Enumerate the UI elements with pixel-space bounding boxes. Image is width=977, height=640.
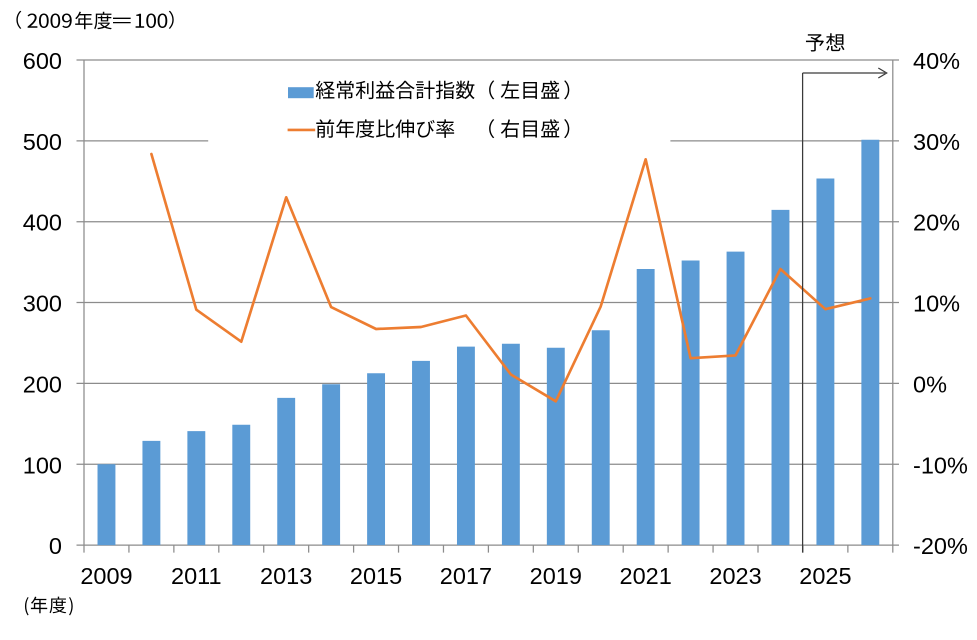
svg-text:2009: 2009 <box>80 563 132 589</box>
svg-text:2017: 2017 <box>440 563 492 589</box>
svg-text:2021: 2021 <box>620 563 672 589</box>
svg-text:2025: 2025 <box>799 563 851 589</box>
svg-text:40%: 40% <box>913 48 960 74</box>
svg-text:0: 0 <box>49 533 62 559</box>
svg-text:10%: 10% <box>913 291 960 317</box>
svg-text:2023: 2023 <box>709 563 761 589</box>
svg-text:200: 200 <box>23 371 62 397</box>
svg-text:300: 300 <box>23 291 62 317</box>
svg-text:2011: 2011 <box>171 563 222 589</box>
svg-text:30%: 30% <box>913 129 960 155</box>
svg-text:400: 400 <box>23 210 62 236</box>
svg-text:20%: 20% <box>913 210 960 236</box>
svg-text:2013: 2013 <box>260 563 312 589</box>
svg-text:100: 100 <box>23 452 62 478</box>
svg-text:-10%: -10% <box>913 452 968 478</box>
svg-text:-20%: -20% <box>913 533 968 559</box>
svg-text:600: 600 <box>23 48 62 74</box>
svg-text:2015: 2015 <box>350 563 402 589</box>
svg-text:2019: 2019 <box>530 563 582 589</box>
svg-text:0%: 0% <box>913 371 947 397</box>
svg-text:500: 500 <box>23 129 62 155</box>
